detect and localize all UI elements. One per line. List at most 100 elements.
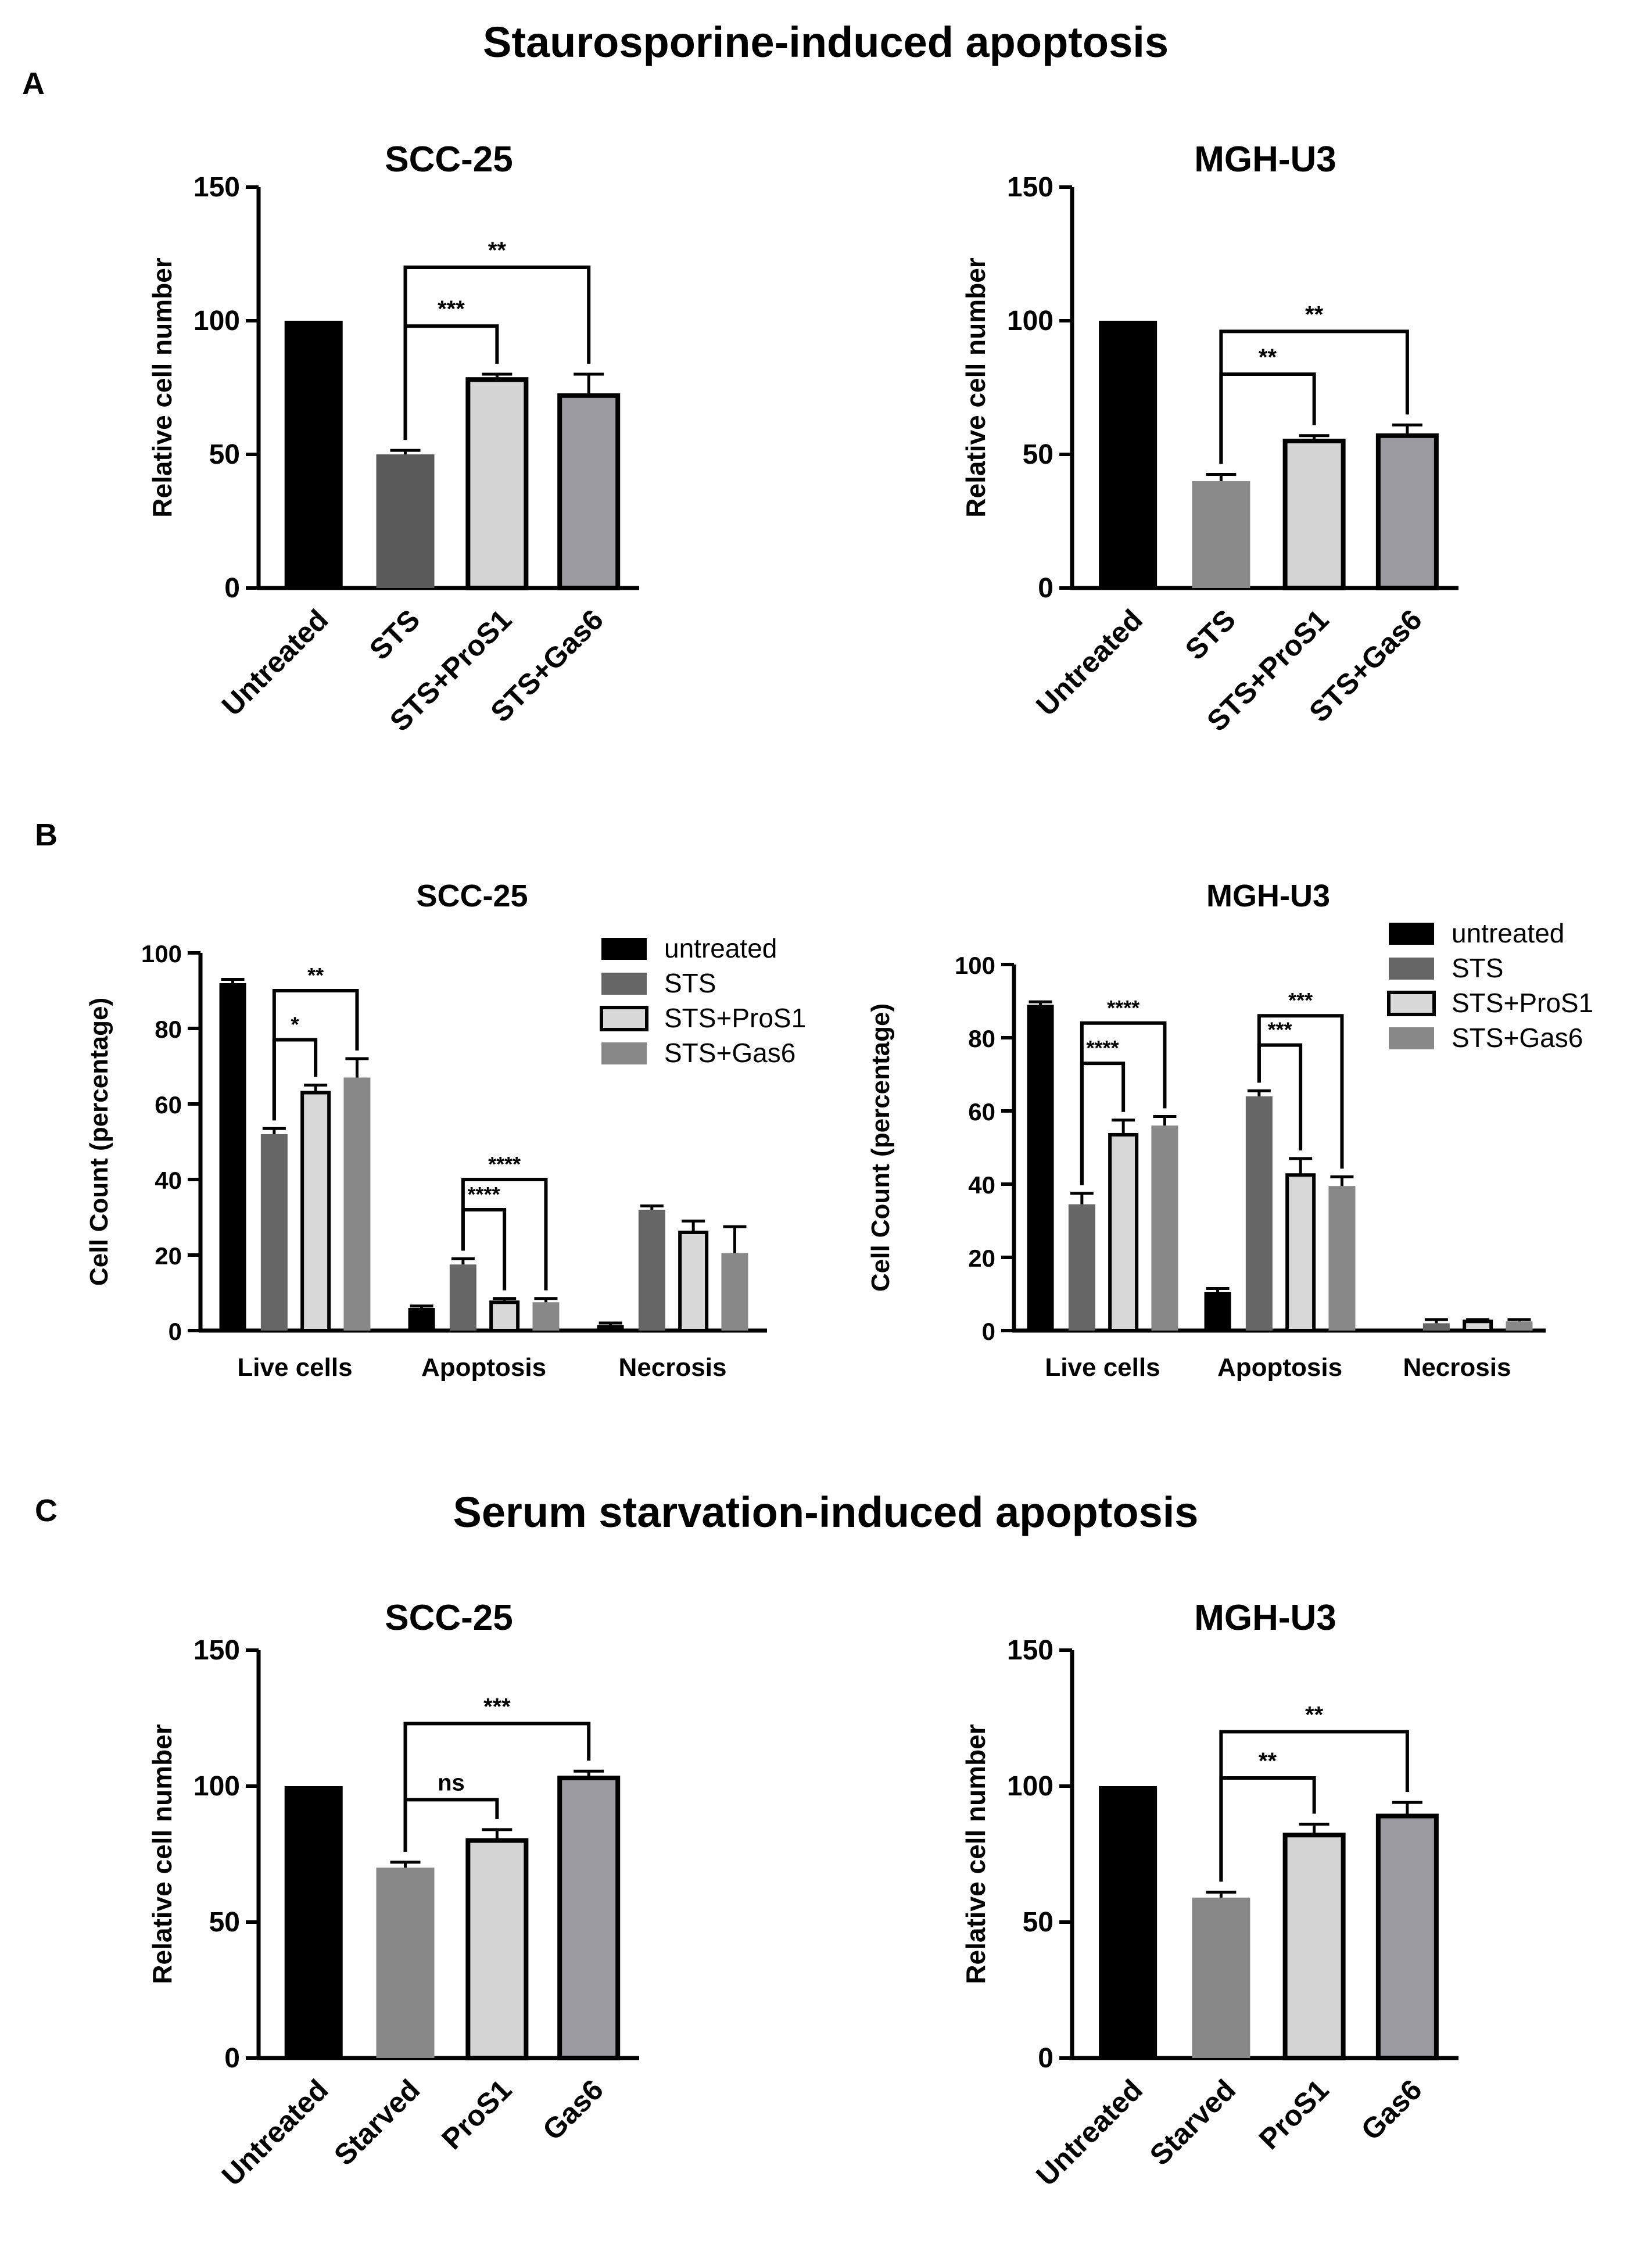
y-tick-label: 0	[224, 573, 240, 604]
significance-bracket	[1257, 1014, 1344, 1169]
chart-title: MGH-U3	[1194, 139, 1336, 180]
panel-letter-c: C	[35, 1493, 58, 1528]
y-axis-label: Cell Count (percentage)	[85, 998, 113, 1286]
bar	[284, 1786, 343, 2058]
y-tick-label: 80	[155, 1016, 182, 1043]
y-tick-label: 100	[1007, 1771, 1053, 1802]
legend-swatch	[1389, 1027, 1434, 1049]
significance-bracket	[1219, 329, 1409, 464]
x-tick-label: Live cells	[1045, 1353, 1160, 1382]
bar	[465, 377, 529, 590]
legend-swatch	[1389, 958, 1434, 980]
y-axis-label: Relative cell number	[961, 257, 991, 517]
y-tick-label: 150	[193, 172, 240, 203]
legend-label: STS+ProS1	[664, 1003, 806, 1033]
bar	[1506, 1321, 1533, 1331]
legend-label: STS	[664, 968, 716, 998]
significance-label: **	[1305, 1702, 1324, 1727]
x-tick-label: Untreated	[1030, 603, 1149, 722]
y-tick-label: 60	[155, 1091, 182, 1118]
y-tick-label: 40	[968, 1171, 995, 1199]
legend-swatch	[1387, 991, 1436, 1016]
chart-b-mghu3: MGH-U3 0 20 40 60 80 100 Cell Count (percentage…	[866, 879, 1593, 1382]
x-tick-label: Gas6	[1355, 2073, 1428, 2146]
legend-label: STS+Gas6	[1452, 1023, 1583, 1053]
y-tick-label: 50	[1023, 1907, 1053, 1938]
chart-c-scc25: SCC-25 0 50 100 150 Relative cell number Untre…	[147, 1598, 639, 2192]
legend-swatch	[601, 973, 647, 995]
x-tick-label: Untreated	[216, 2073, 335, 2192]
bar	[465, 1838, 529, 2061]
chart-title: SCC-25	[416, 879, 528, 913]
y-axis-label: Relative cell number	[147, 1724, 177, 1984]
section-a-title: Staurosporine-induced apoptosis	[483, 18, 1169, 66]
y-tick-label: 150	[1007, 172, 1053, 203]
y-tick-label: 100	[955, 952, 995, 979]
bar	[1204, 1292, 1231, 1331]
chart-title: MGH-U3	[1206, 879, 1330, 913]
x-tick-label: Untreated	[1030, 2073, 1149, 2192]
significance-label: ***	[483, 1694, 511, 1719]
bar	[1285, 1173, 1316, 1332]
significance-label: ****	[1086, 1036, 1119, 1060]
bar	[1068, 1204, 1095, 1331]
chart-c-mghu3: MGH-U3 0 50 100 150 Relative cell number Untre…	[961, 1598, 1459, 2192]
y-tick-label: 50	[1023, 439, 1053, 470]
significance-label: **	[1259, 1748, 1277, 1774]
bar	[1422, 1323, 1450, 1331]
bar	[1463, 1320, 1493, 1332]
bar	[376, 1867, 435, 2058]
y-tick-label: 0	[1038, 573, 1053, 604]
x-tick-label: Necrosis	[1403, 1353, 1511, 1382]
panel-letter-a: A	[22, 66, 45, 101]
y-tick-label: 150	[1007, 1635, 1053, 1666]
panel-letter-b: B	[35, 818, 58, 852]
significance-label: ***	[1288, 988, 1313, 1012]
legend-label: STS+ProS1	[1452, 988, 1593, 1018]
significance-bracket	[1080, 1021, 1167, 1185]
significance-label: ***	[1267, 1018, 1292, 1042]
bar	[1282, 439, 1346, 590]
x-tick-label: Gas6	[536, 2073, 610, 2146]
bar	[1151, 1125, 1178, 1331]
significance-label: ***	[438, 296, 465, 322]
legend-label: untreated	[664, 933, 777, 963]
bar	[1245, 1096, 1273, 1331]
chart-title: MGH-U3	[1194, 1598, 1336, 1638]
y-tick-label: 0	[169, 1318, 182, 1345]
bar	[1375, 433, 1439, 590]
bar	[300, 1091, 331, 1332]
x-tick-label: Untreated	[216, 603, 335, 722]
chart-title: SCC-25	[385, 139, 513, 180]
significance-label: *	[291, 1013, 299, 1037]
chart-a-mghu3: MGH-U3 0 50 100 150 Relative cell number Untre…	[961, 139, 1459, 737]
bar	[1328, 1186, 1356, 1331]
legend-swatch	[601, 1042, 647, 1064]
bar	[557, 393, 621, 590]
legend-label: STS	[1452, 953, 1503, 983]
bar	[1099, 321, 1158, 588]
legend-swatch	[1389, 923, 1434, 945]
significance-label: ****	[1107, 996, 1139, 1020]
bar	[219, 983, 246, 1331]
significance-bracket	[461, 1178, 548, 1290]
x-tick-label: Starved	[328, 2073, 426, 2171]
significance-bracket	[1219, 1730, 1409, 1882]
bar	[1027, 1005, 1054, 1331]
significance-bracket	[403, 266, 591, 440]
significance-label: ****	[467, 1182, 500, 1206]
y-tick-label: 0	[224, 2043, 240, 2074]
bar	[1375, 1813, 1439, 2060]
bar	[532, 1302, 560, 1331]
bar	[678, 1231, 709, 1332]
x-tick-label: Necrosis	[619, 1353, 727, 1382]
y-tick-label: 0	[1038, 2043, 1053, 2074]
bar	[260, 1134, 288, 1331]
bar	[638, 1210, 665, 1331]
legend-label: untreated	[1452, 918, 1564, 948]
y-tick-label: 50	[209, 1907, 240, 1938]
y-tick-label: 60	[968, 1098, 995, 1125]
y-tick-label: 100	[193, 1771, 240, 1802]
x-tick-label: ProS1	[435, 2073, 518, 2156]
bar	[1192, 481, 1250, 588]
